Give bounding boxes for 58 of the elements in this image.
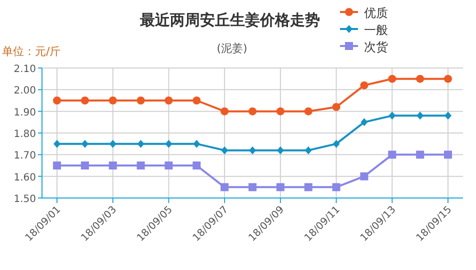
point — [193, 140, 200, 148]
point — [248, 107, 256, 116]
legend-label: 次货 — [364, 40, 388, 54]
point — [276, 146, 284, 154]
point — [444, 74, 452, 83]
legend-label: 一般 — [364, 23, 388, 37]
point — [416, 74, 424, 83]
point — [276, 107, 284, 116]
point — [108, 96, 117, 104]
y-axis-title: 单位：元/斤 — [2, 45, 61, 58]
point — [136, 162, 145, 170]
point — [416, 150, 424, 159]
y-tick-label: 1.80 — [14, 129, 36, 140]
point — [332, 183, 340, 192]
point — [332, 103, 340, 111]
y-tick-label: 1.70 — [14, 150, 36, 162]
point — [360, 172, 368, 180]
point — [164, 96, 173, 104]
legend-label: 优质 — [364, 6, 388, 20]
point — [304, 107, 312, 116]
point — [80, 96, 89, 104]
chart-title: 最近两周安丘生姜价格走势 — [139, 11, 320, 29]
point — [54, 140, 60, 148]
point — [53, 162, 61, 170]
point — [220, 107, 229, 116]
point — [276, 183, 284, 192]
point — [220, 183, 229, 192]
point — [360, 118, 368, 126]
point — [137, 140, 144, 148]
y-tick-label: 1.90 — [14, 107, 36, 118]
point — [388, 112, 396, 120]
point — [192, 96, 201, 104]
y-tick-label: 1.60 — [14, 172, 36, 184]
point — [53, 96, 61, 104]
point — [249, 146, 256, 154]
point — [108, 162, 117, 170]
point — [304, 146, 312, 154]
point — [248, 183, 256, 192]
point — [192, 162, 201, 170]
y-tick-label: 2.10 — [14, 64, 36, 75]
point — [360, 81, 368, 90]
point — [416, 112, 424, 120]
point — [388, 150, 396, 159]
point — [221, 146, 228, 154]
point — [81, 140, 88, 148]
point — [80, 162, 89, 170]
point — [444, 150, 452, 159]
point — [165, 140, 172, 148]
point — [388, 74, 396, 83]
point — [304, 183, 312, 192]
chart-subtitle: (泥姜) — [216, 42, 248, 55]
point — [109, 140, 116, 148]
point — [136, 96, 145, 104]
point — [164, 162, 173, 170]
y-tick-label: 2.00 — [14, 86, 36, 97]
point — [332, 140, 340, 148]
y-tick-label: 1.50 — [14, 194, 36, 205]
point — [444, 112, 452, 120]
